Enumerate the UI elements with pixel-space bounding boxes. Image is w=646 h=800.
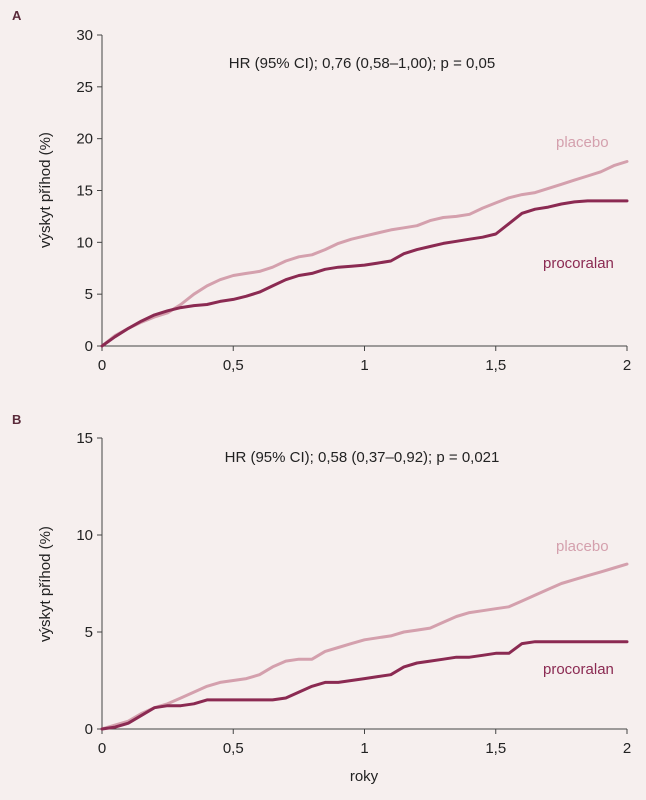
x-tick-label: 1: [360, 740, 368, 757]
y-tick-label: 0: [85, 721, 93, 738]
x-tick-label: 1: [360, 357, 368, 374]
x-tick-label: 1,5: [485, 357, 506, 374]
hazard-ratio-annotation-b: HR (95% CI); 0,58 (0,37–0,92); p = 0,021: [225, 449, 500, 466]
y-tick-label: 0: [85, 338, 93, 355]
y-tick-label: 5: [85, 624, 93, 641]
series-label-procoralan: procoralan: [543, 255, 614, 272]
series-line-procoralan: [100, 640, 629, 731]
y-tick-label: 20: [76, 131, 93, 148]
series-line-procoralan: [100, 199, 629, 348]
x-tick-label: 0,5: [223, 357, 244, 374]
series-line-placebo: [100, 562, 629, 731]
series-label-procoralan: procoralan: [543, 661, 614, 678]
x-tick-label: 0,5: [223, 740, 244, 757]
panel-letter-a: A: [12, 8, 22, 23]
y-tick-label: 10: [76, 527, 93, 544]
series-label-placebo: placebo: [556, 538, 609, 555]
y-tick-label: 30: [76, 27, 93, 44]
hazard-ratio-annotation-a: HR (95% CI); 0,76 (0,58–1,00); p = 0,05: [229, 55, 495, 72]
x-tick-label: 0: [98, 740, 106, 757]
panel-letter-b: B: [12, 412, 21, 427]
series-line-placebo: [100, 160, 629, 348]
x-tick-label: 2: [623, 740, 631, 757]
x-tick-label: 0: [98, 357, 106, 374]
y-tick-label: 15: [76, 183, 93, 200]
x-axis-title: roky: [350, 768, 379, 785]
y-tick-label: 25: [76, 79, 93, 96]
y-tick-label: 5: [85, 286, 93, 303]
x-tick-label: 1,5: [485, 740, 506, 757]
series-label-placebo: placebo: [556, 134, 609, 151]
y-axis-title-a: výskyt příhod (%): [37, 132, 54, 248]
y-tick-label: 15: [76, 430, 93, 447]
y-tick-label: 10: [76, 234, 93, 251]
panel-b: B HR (95% CI); 0,58 (0,37–0,92); p = 0,0…: [12, 412, 631, 785]
panel-a: A HR (95% CI); 0,76 (0,58–1,00); p = 0,0…: [12, 8, 631, 374]
x-tick-label: 2: [623, 357, 631, 374]
y-axis-title-b: výskyt příhod (%): [37, 526, 54, 642]
